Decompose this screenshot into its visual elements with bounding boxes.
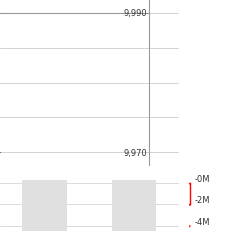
- Text: -2M: -2M: [195, 196, 210, 204]
- Text: 9,990: 9,990: [123, 9, 147, 18]
- Text: -0M: -0M: [195, 174, 210, 183]
- Text: -4M: -4M: [195, 217, 210, 226]
- Bar: [22, 180, 67, 231]
- Text: 9,970: 9,970: [123, 148, 147, 157]
- Bar: [112, 180, 156, 231]
